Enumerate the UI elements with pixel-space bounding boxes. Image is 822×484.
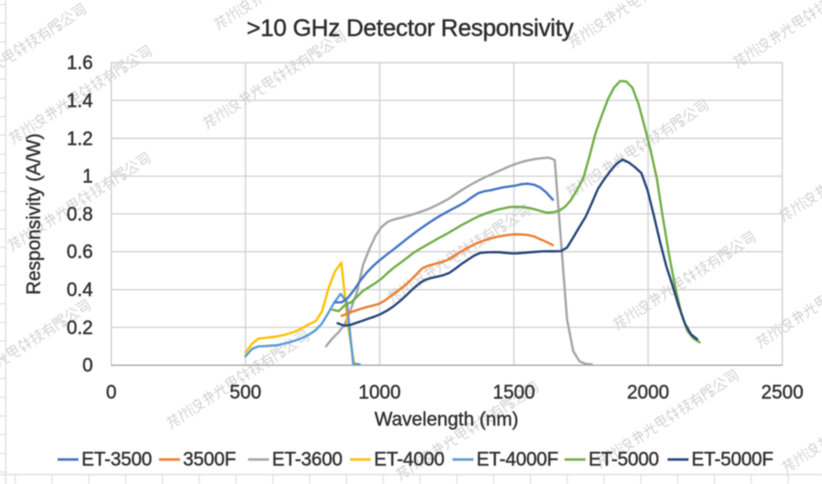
svg-text:ET-5000: ET-5000 — [589, 450, 659, 471]
svg-text:0.6: 0.6 — [67, 242, 93, 263]
svg-text:0.4: 0.4 — [67, 280, 94, 301]
svg-text:1: 1 — [82, 167, 93, 188]
svg-text:1.6: 1.6 — [67, 53, 93, 74]
svg-text:0: 0 — [106, 383, 117, 404]
svg-text:ET-5000F: ET-5000F — [692, 450, 774, 471]
svg-text:2500: 2500 — [761, 383, 803, 404]
svg-text:Responsivity (A/W): Responsivity (A/W) — [24, 133, 45, 295]
svg-text:1.2: 1.2 — [67, 129, 93, 150]
svg-text:1500: 1500 — [493, 383, 535, 404]
svg-text:1.4: 1.4 — [67, 91, 94, 112]
svg-text:1000: 1000 — [359, 383, 401, 404]
svg-text:ET-3500: ET-3500 — [82, 450, 152, 471]
svg-text:ET-4000: ET-4000 — [374, 450, 444, 471]
svg-text:2000: 2000 — [627, 383, 669, 404]
svg-text:0: 0 — [82, 356, 93, 377]
svg-text:0.8: 0.8 — [67, 204, 93, 225]
svg-text:ET-4000F: ET-4000F — [477, 450, 559, 471]
svg-text:0.2: 0.2 — [67, 318, 93, 339]
svg-text:ET-3600: ET-3600 — [272, 450, 342, 471]
svg-text:500: 500 — [230, 383, 262, 404]
svg-text:3500F: 3500F — [183, 450, 236, 471]
svg-text:Wavelength (nm): Wavelength (nm) — [375, 410, 519, 431]
svg-text:>10 GHz Detector Responsivity: >10 GHz Detector Responsivity — [247, 15, 574, 42]
